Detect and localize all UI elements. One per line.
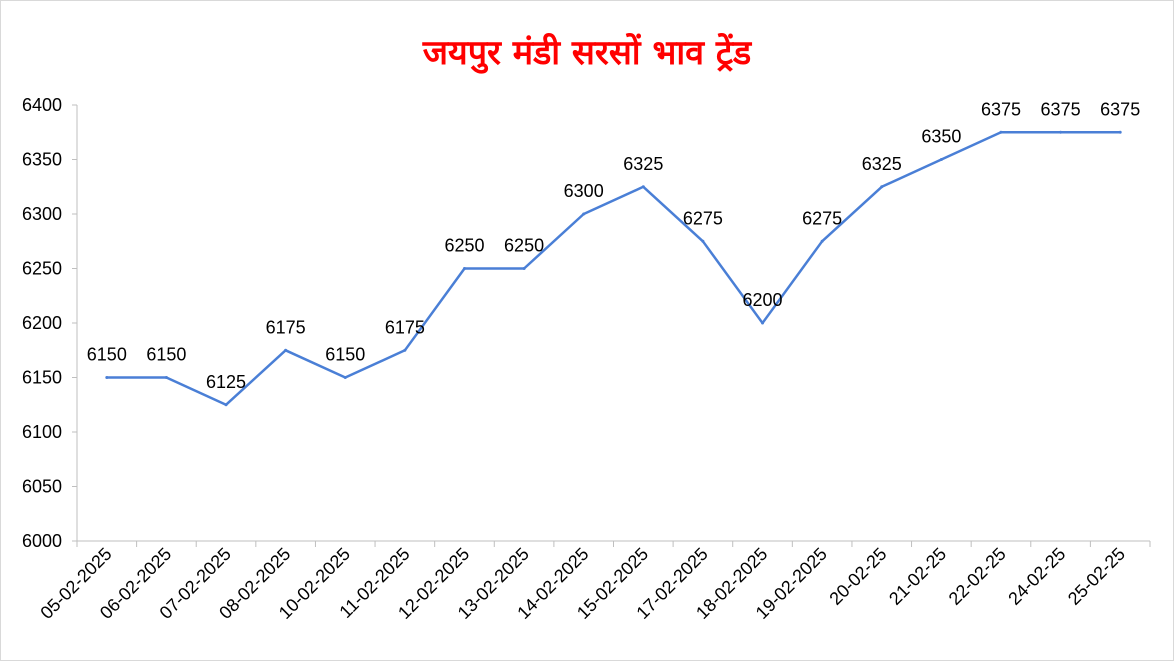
data-point (403, 348, 407, 352)
x-axis: 05-02-202506-02-202507-02-202508-02-2025… (36, 540, 1151, 623)
data-label: 6250 (504, 236, 544, 256)
data-point (701, 239, 705, 243)
x-tick-label: 21-02-25 (885, 544, 950, 609)
y-tick-label: 6200 (22, 313, 62, 333)
data-point (1059, 130, 1063, 134)
x-tick-label: 25-02-25 (1064, 544, 1129, 609)
data-point (105, 376, 109, 379)
series-line (106, 131, 1121, 407)
data-point (224, 403, 228, 407)
data-label: 6275 (683, 208, 723, 228)
data-labels: 6150 6150 6125 6175 6150 6175 6250 6250 6300 6325… (87, 99, 1140, 392)
data-point (761, 321, 765, 325)
data-point (641, 185, 645, 189)
data-label: 6200 (743, 290, 783, 310)
data-point (343, 376, 347, 379)
data-label: 6250 (444, 236, 484, 256)
data-point (999, 130, 1003, 134)
data-label: 6300 (564, 181, 604, 201)
data-label: 6375 (1100, 99, 1140, 119)
data-point (1118, 130, 1122, 134)
x-tick-label: 24-02-25 (1004, 544, 1069, 609)
data-point (284, 348, 288, 352)
data-label: 6175 (385, 317, 425, 337)
data-label: 6325 (862, 154, 902, 174)
y-tick-label: 6400 (22, 95, 62, 115)
y-tick-label: 6250 (22, 259, 62, 279)
y-tick-label: 6350 (22, 150, 62, 170)
y-axis: 6000 6050 6100 6150 6200 6250 6300 6350 6400 (22, 95, 78, 551)
y-tick-label: 6100 (22, 422, 62, 442)
y-tick-label: 6150 (22, 368, 62, 388)
y-tick-label: 6050 (22, 477, 62, 497)
data-label: 6150 (87, 345, 127, 365)
data-point (820, 239, 824, 243)
data-point (582, 212, 586, 216)
x-tick-label: 20-02-25 (825, 544, 890, 609)
data-label: 6175 (266, 317, 306, 337)
y-tick-label: 6300 (22, 204, 62, 224)
data-label: 6275 (802, 208, 842, 228)
data-label: 6325 (623, 154, 663, 174)
x-tick-label: 22-02-25 (945, 544, 1010, 609)
data-point (880, 185, 884, 189)
data-label: 6150 (325, 345, 365, 365)
data-point (522, 267, 526, 270)
data-point (939, 158, 943, 161)
data-point (462, 267, 466, 270)
y-tick-label: 6000 (22, 531, 62, 551)
data-label: 6125 (206, 372, 246, 392)
data-point (164, 376, 168, 379)
data-label: 6375 (981, 99, 1021, 119)
data-label: 6375 (1041, 99, 1081, 119)
data-label: 6350 (921, 127, 961, 147)
series-line-group (105, 130, 1122, 407)
chart-title: जयपुर मंडी सरसों भाव ट्रेंड (422, 33, 752, 73)
data-label: 6150 (146, 345, 186, 365)
